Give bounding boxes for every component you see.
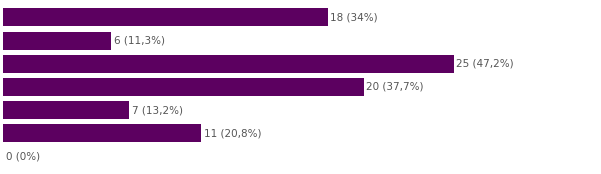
Bar <box>3 31 111 50</box>
Bar <box>3 55 454 73</box>
Bar <box>3 101 129 119</box>
Text: 20 (37,7%): 20 (37,7%) <box>366 82 424 92</box>
Text: 18 (34%): 18 (34%) <box>330 12 378 22</box>
Bar <box>3 8 328 26</box>
Text: 7 (13,2%): 7 (13,2%) <box>132 105 183 115</box>
Bar <box>3 78 364 96</box>
Text: 25 (47,2%): 25 (47,2%) <box>457 59 514 69</box>
Bar <box>3 124 201 143</box>
Text: 11 (20,8%): 11 (20,8%) <box>204 128 261 138</box>
Text: 0 (0%): 0 (0%) <box>6 152 40 162</box>
Text: 6 (11,3%): 6 (11,3%) <box>114 36 165 46</box>
